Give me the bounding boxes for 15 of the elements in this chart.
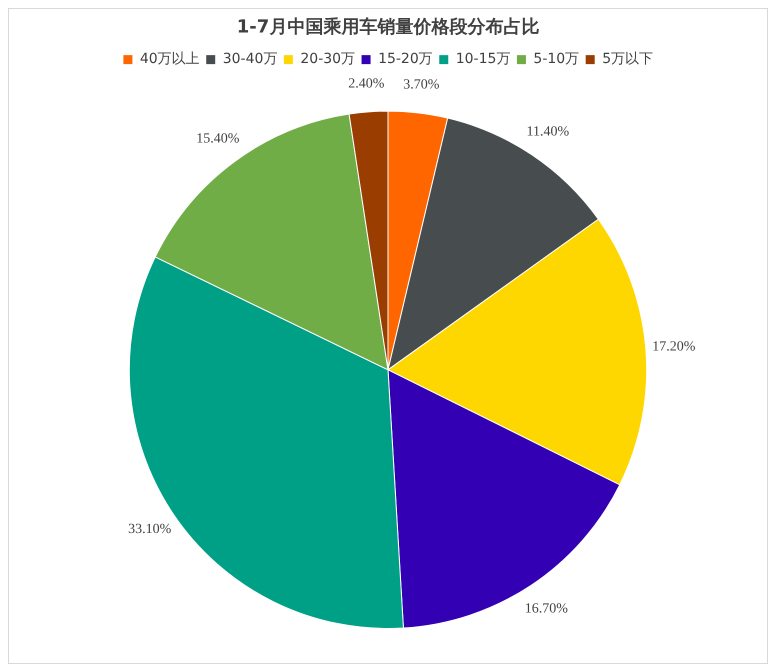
legend-label: 30-40万 <box>222 51 278 68</box>
data-label: 17.20% <box>652 340 696 355</box>
data-label: 16.70% <box>524 602 568 617</box>
data-label: 2.40% <box>348 76 385 92</box>
legend-label: 40万以上 <box>140 51 200 68</box>
data-label: 33.10% <box>128 522 172 537</box>
legend-label: 20-30万 <box>300 51 356 68</box>
legend-label: 10-15万 <box>456 51 510 68</box>
data-label: 3.70% <box>403 78 440 93</box>
legend-label: 15-20万 <box>378 51 433 68</box>
chart-title: 1-7月中国乘用车销量价格段分布占比 <box>236 16 540 38</box>
data-label: 15.40% <box>196 132 240 147</box>
data-label: 11.40% <box>526 124 570 140</box>
legend-label: 5-10万 <box>533 51 580 68</box>
legend-label: 5万以下 <box>602 51 654 68</box>
